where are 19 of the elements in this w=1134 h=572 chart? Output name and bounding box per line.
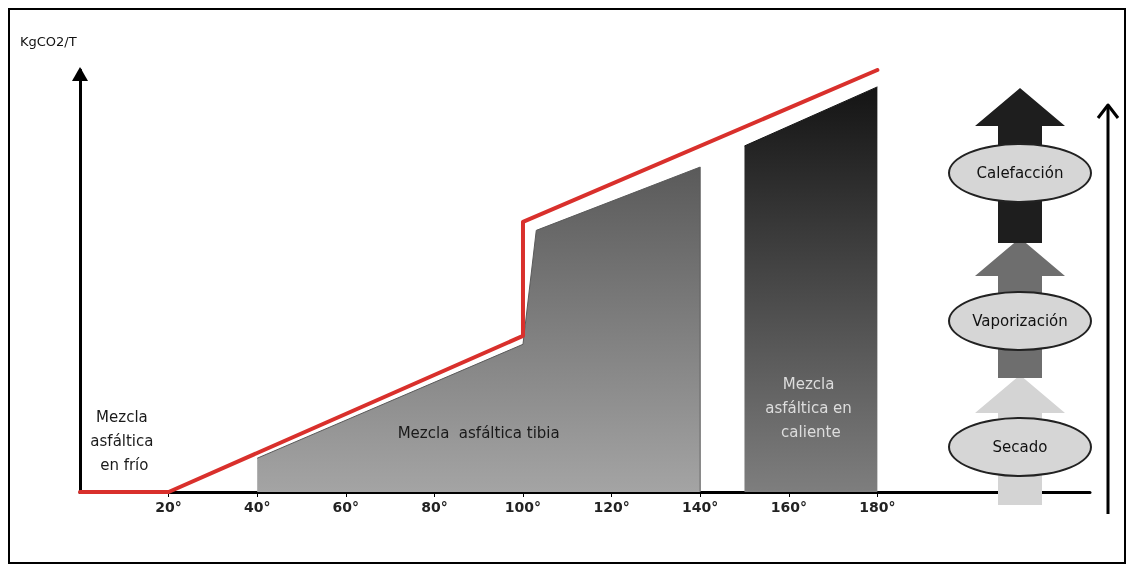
oval-badge: Secado bbox=[948, 417, 1092, 477]
y-axis-title: KgCO2/T bbox=[20, 34, 77, 49]
x-tick-label: 80° bbox=[421, 499, 448, 515]
annotation: Mezcla asfáltica en frío bbox=[90, 408, 159, 475]
x-tick-label: 120° bbox=[593, 499, 630, 515]
x-tick-label: 20° bbox=[155, 499, 182, 515]
oval-badge: Vaporización bbox=[948, 291, 1092, 351]
annotation: Vaporización bbox=[972, 312, 1068, 330]
x-tick-label: 60° bbox=[332, 499, 360, 515]
x-tick-label: 40° bbox=[243, 499, 271, 515]
x-tick-label: 180° bbox=[859, 499, 896, 515]
x-tick-label: 100° bbox=[504, 499, 542, 515]
annotation: Calefacción bbox=[976, 164, 1064, 182]
annotation: Mezcla asfáltica en caliente bbox=[765, 374, 857, 441]
annotation: Mezcla asfáltica tibia bbox=[397, 423, 560, 442]
x-tick-label: 140° bbox=[682, 499, 719, 515]
x-tick-label: 160° bbox=[770, 499, 807, 515]
oval-badge: Calefacción bbox=[948, 143, 1092, 203]
annotation: Secado bbox=[992, 438, 1048, 456]
